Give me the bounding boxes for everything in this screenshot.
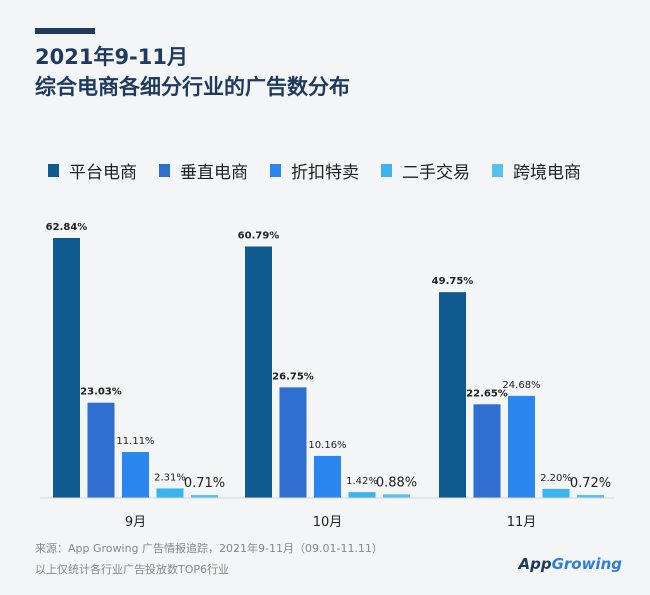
legend-label: 平台电商 [69, 163, 137, 183]
data-label: 1.42% [346, 476, 378, 487]
bar [314, 455, 341, 498]
bar [439, 292, 466, 498]
data-label: 2.20% [540, 473, 572, 484]
bar [245, 246, 272, 498]
legend-swatch [492, 164, 503, 177]
data-label: 24.68% [502, 380, 540, 391]
legend-item: 折扣特卖 [270, 158, 359, 183]
legend-swatch [159, 164, 170, 177]
legend-label: 垂直电商 [180, 163, 248, 183]
bar [279, 387, 307, 498]
legend: 平台电商 垂直电商 折扣特卖 二手交易 跨境电商 [48, 158, 581, 183]
bar [122, 452, 149, 498]
data-label: 26.75% [272, 371, 314, 382]
data-label: 11.11% [116, 436, 154, 447]
bar [348, 492, 376, 498]
chart-title: 2021年9-11月 [35, 45, 188, 69]
source-note: 来源：App Growing 广告情报追踪，2021年9-11月（09.01-1… [35, 542, 383, 555]
bar [191, 495, 218, 498]
legend-label: 二手交易 [402, 163, 470, 183]
logo-prefix: App [518, 555, 552, 573]
data-label: 0.72% [570, 476, 611, 491]
legend-item: 二手交易 [381, 158, 470, 183]
legend-label: 折扣特卖 [291, 163, 359, 183]
data-label: 62.84% [46, 222, 88, 233]
legend-label: 跨境电商 [513, 163, 581, 183]
legend-item: 垂直电商 [159, 158, 248, 183]
legend-swatch [270, 164, 281, 177]
legend-swatch [48, 164, 59, 177]
data-label: 2.31% [154, 472, 186, 483]
scope-note: 以上仅统计各行业广告投放数TOP6行业 [35, 563, 230, 576]
x-tick-label: 10月 [313, 515, 343, 530]
bar [156, 488, 184, 498]
bar [577, 495, 604, 498]
legend-item: 跨境电商 [492, 158, 581, 183]
data-label: 10.16% [308, 440, 346, 451]
legend-swatch [381, 164, 392, 177]
x-tick-label: 11月 [507, 515, 537, 530]
data-label: 0.71% [184, 476, 225, 491]
data-label: 22.65% [466, 388, 508, 399]
title-accent-bar [35, 28, 95, 34]
data-label: 49.75% [432, 276, 474, 287]
bar [383, 494, 410, 498]
bar [53, 238, 80, 498]
logo-suffix: Growing [551, 555, 622, 573]
bar [542, 488, 570, 498]
app-growing-logo: AppGrowing [518, 555, 622, 573]
chart-subtitle: 综合电商各细分行业的广告数分布 [35, 75, 350, 99]
bar [473, 404, 501, 498]
x-tick-label: 9月 [125, 515, 146, 530]
bar [508, 395, 535, 498]
data-label: 23.03% [80, 387, 122, 398]
bar [87, 402, 115, 498]
data-label: 0.88% [376, 475, 417, 490]
data-label: 60.79% [238, 230, 280, 241]
legend-item: 平台电商 [48, 158, 137, 183]
